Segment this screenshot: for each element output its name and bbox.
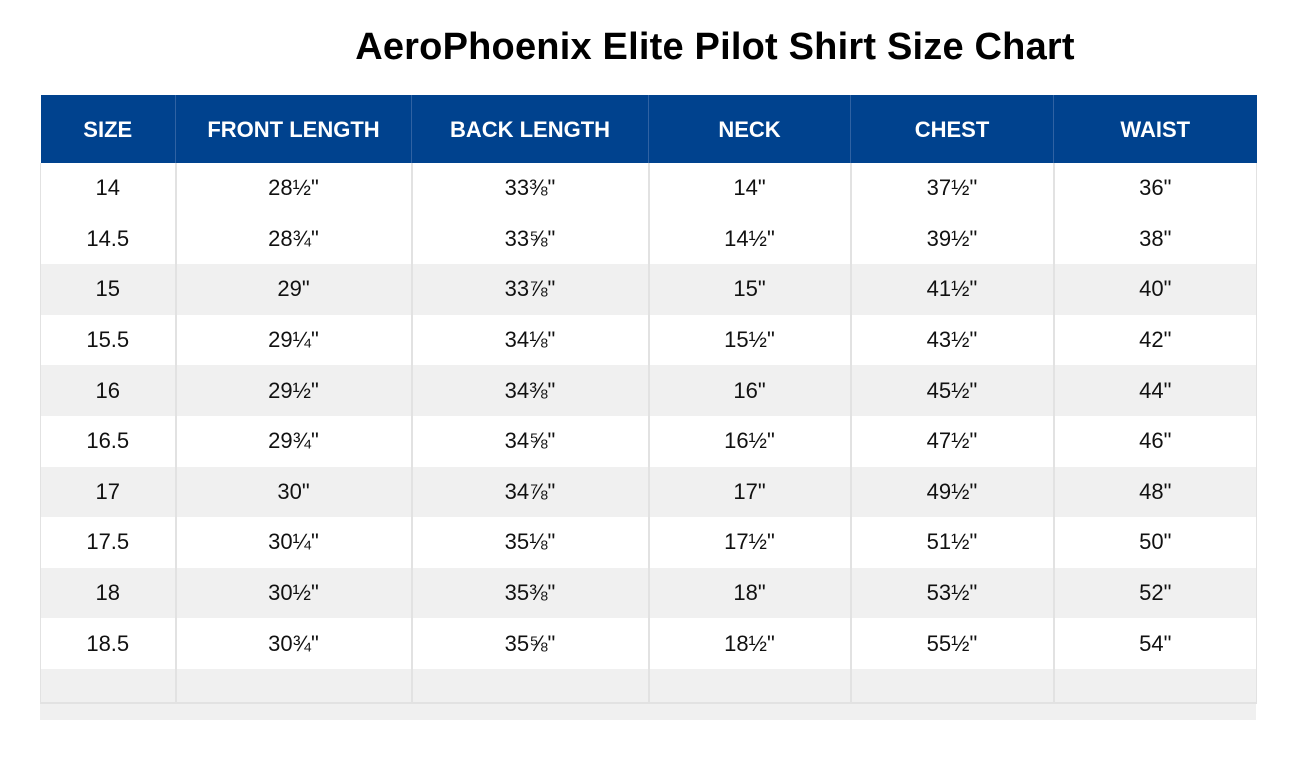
empty-cell bbox=[40, 668, 177, 704]
cell-neck: 14½" bbox=[648, 213, 852, 265]
cell-chest: 49½" bbox=[850, 466, 1055, 518]
cell-chest: 41½" bbox=[850, 264, 1055, 315]
header-front-length: FRONT LENGTH bbox=[175, 95, 412, 163]
cell-waist: 40" bbox=[1053, 264, 1257, 315]
empty-cell bbox=[648, 668, 852, 704]
cell-back-length: 35⅝" bbox=[411, 618, 650, 669]
cell-waist: 36" bbox=[1053, 163, 1257, 214]
page-title: AeroPhoenix Elite Pilot Shirt Size Chart bbox=[355, 26, 1075, 68]
cell-size: 17.5 bbox=[40, 517, 177, 568]
cell-front-length: 29½" bbox=[175, 365, 413, 416]
cell-back-length: 33⅞" bbox=[411, 264, 650, 315]
table-footer-strip bbox=[40, 704, 1256, 720]
table-row: 15.5 29¼" 34⅛" 15½" 43½" 42" bbox=[40, 314, 1257, 366]
table-row: 14 28½" 33⅜" 14" 37½" 36" bbox=[40, 163, 1257, 214]
cell-back-length: 35⅛" bbox=[411, 517, 650, 568]
cell-front-length: 30¼" bbox=[175, 517, 413, 568]
cell-size: 18 bbox=[40, 567, 177, 619]
cell-size: 16.5 bbox=[40, 415, 177, 467]
cell-front-length: 30½" bbox=[175, 567, 413, 619]
table-row: 18.5 30¾" 35⅝" 18½" 55½" 54" bbox=[40, 618, 1257, 669]
cell-waist: 42" bbox=[1053, 314, 1257, 366]
cell-front-length: 29" bbox=[175, 264, 413, 315]
table-row: 18 30½" 35⅜" 18" 53½" 52" bbox=[40, 567, 1257, 619]
header-neck: NECK bbox=[648, 95, 851, 163]
cell-size: 14.5 bbox=[40, 213, 177, 265]
empty-cell bbox=[175, 668, 413, 704]
cell-back-length: 35⅜" bbox=[411, 567, 650, 619]
cell-front-length: 29¾" bbox=[175, 415, 413, 467]
cell-size: 18.5 bbox=[40, 618, 177, 669]
cell-front-length: 28¾" bbox=[175, 213, 413, 265]
cell-back-length: 34⅜" bbox=[411, 365, 650, 416]
cell-chest: 51½" bbox=[850, 517, 1055, 568]
cell-waist: 44" bbox=[1053, 365, 1257, 416]
table-row: 14.5 28¾" 33⅝" 14½" 39½" 38" bbox=[40, 213, 1257, 265]
header-chest: CHEST bbox=[850, 95, 1054, 163]
cell-neck: 15" bbox=[648, 264, 852, 315]
cell-chest: 45½" bbox=[850, 365, 1055, 416]
cell-neck: 16½" bbox=[648, 415, 852, 467]
cell-waist: 54" bbox=[1053, 618, 1257, 669]
cell-waist: 38" bbox=[1053, 213, 1257, 265]
cell-back-length: 33⅜" bbox=[411, 163, 650, 214]
cell-waist: 48" bbox=[1053, 466, 1257, 518]
empty-table-row bbox=[40, 668, 1257, 704]
cell-neck: 14" bbox=[648, 163, 852, 214]
cell-front-length: 30" bbox=[175, 466, 413, 518]
cell-front-length: 29¼" bbox=[175, 314, 413, 366]
header-waist: WAIST bbox=[1053, 95, 1257, 163]
cell-front-length: 28½" bbox=[175, 163, 413, 214]
cell-chest: 37½" bbox=[850, 163, 1055, 214]
cell-size: 14 bbox=[40, 163, 177, 214]
table-row: 17 30" 34⅞" 17" 49½" 48" bbox=[40, 466, 1257, 518]
cell-waist: 46" bbox=[1053, 415, 1257, 467]
cell-size: 17 bbox=[40, 466, 177, 518]
empty-cell bbox=[850, 668, 1055, 704]
table-row: 15 29" 33⅞" 15" 41½" 40" bbox=[40, 264, 1257, 315]
cell-neck: 18½" bbox=[648, 618, 852, 669]
cell-front-length: 30¾" bbox=[175, 618, 413, 669]
cell-back-length: 34⅝" bbox=[411, 415, 650, 467]
cell-size: 15 bbox=[40, 264, 177, 315]
cell-chest: 39½" bbox=[850, 213, 1055, 265]
cell-waist: 52" bbox=[1053, 567, 1257, 619]
cell-neck: 18" bbox=[648, 567, 852, 619]
header-back-length: BACK LENGTH bbox=[411, 95, 649, 163]
cell-size: 16 bbox=[40, 365, 177, 416]
empty-cell bbox=[1053, 668, 1257, 704]
table-row: 16 29½" 34⅜" 16" 45½" 44" bbox=[40, 365, 1257, 416]
size-chart-table: SIZE FRONT LENGTH BACK LENGTH NECK CHEST… bbox=[40, 95, 1257, 704]
cell-neck: 17" bbox=[648, 466, 852, 518]
cell-size: 15.5 bbox=[40, 314, 177, 366]
cell-neck: 15½" bbox=[648, 314, 852, 366]
cell-back-length: 34⅛" bbox=[411, 314, 650, 366]
table-row: 17.5 30¼" 35⅛" 17½" 51½" 50" bbox=[40, 517, 1257, 568]
cell-chest: 43½" bbox=[850, 314, 1055, 366]
cell-back-length: 33⅝" bbox=[411, 213, 650, 265]
cell-neck: 17½" bbox=[648, 517, 852, 568]
cell-chest: 55½" bbox=[850, 618, 1055, 669]
cell-neck: 16" bbox=[648, 365, 852, 416]
cell-waist: 50" bbox=[1053, 517, 1257, 568]
cell-back-length: 34⅞" bbox=[411, 466, 650, 518]
cell-chest: 53½" bbox=[850, 567, 1055, 619]
empty-cell bbox=[411, 668, 650, 704]
header-size: SIZE bbox=[40, 95, 176, 163]
table-row: 16.5 29¾" 34⅝" 16½" 47½" 46" bbox=[40, 415, 1257, 467]
table-header-row: SIZE FRONT LENGTH BACK LENGTH NECK CHEST… bbox=[40, 95, 1257, 163]
cell-chest: 47½" bbox=[850, 415, 1055, 467]
